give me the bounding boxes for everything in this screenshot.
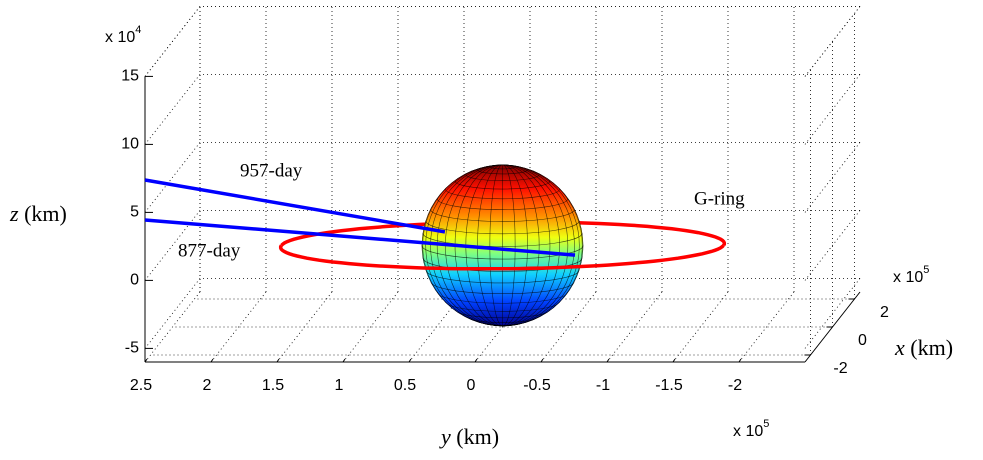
y-tick-label: -1.5 bbox=[655, 377, 683, 394]
z-tick-label: 0 bbox=[130, 272, 139, 289]
trajectory bbox=[144, 178, 446, 234]
axis-var: x bbox=[894, 335, 905, 360]
grid-line bbox=[144, 278, 201, 349]
x-tick-label: 2 bbox=[880, 304, 889, 321]
y-tick-label: -2 bbox=[728, 377, 742, 394]
grid-line bbox=[738, 291, 795, 363]
y-exponent: x 105 bbox=[733, 418, 769, 440]
sphere-mesh bbox=[502, 164, 528, 327]
exponent-power: 4 bbox=[135, 24, 141, 36]
y-tick-label: -0.5 bbox=[523, 377, 551, 394]
tick-mark bbox=[210, 358, 214, 363]
grid-line bbox=[144, 291, 201, 363]
y-tick-label: 2.5 bbox=[130, 377, 152, 394]
axis-unit: (km) bbox=[910, 335, 953, 360]
exponent-base: x 10 bbox=[733, 423, 763, 440]
tick-mark bbox=[276, 358, 280, 363]
y-tick-label: 1.5 bbox=[262, 377, 284, 394]
grid-line bbox=[144, 210, 201, 281]
x-tick-label: -2 bbox=[833, 360, 847, 377]
box-edge bbox=[144, 6, 201, 77]
exponent-base: x 10 bbox=[893, 269, 923, 286]
grid-line bbox=[804, 210, 861, 281]
grid-line bbox=[210, 291, 267, 363]
grid-line bbox=[342, 291, 399, 363]
grid-line bbox=[804, 278, 861, 349]
sphere-mesh bbox=[430, 164, 503, 327]
sphere-mesh bbox=[425, 164, 503, 327]
grid-line bbox=[144, 74, 201, 145]
grid-line bbox=[804, 142, 861, 213]
sphere-mesh bbox=[502, 164, 516, 327]
sphere-mesh bbox=[489, 164, 503, 327]
grid-line bbox=[474, 291, 531, 363]
grid-line bbox=[144, 142, 201, 213]
series-label: G-ring bbox=[694, 188, 745, 209]
tick-mark bbox=[540, 358, 544, 363]
sphere-mesh bbox=[502, 164, 575, 327]
z-exponent: x 104 bbox=[105, 24, 141, 46]
z-tick-label: -5 bbox=[125, 340, 139, 357]
exponent-base: x 10 bbox=[105, 29, 135, 46]
ring bbox=[278, 244, 725, 271]
tick-mark bbox=[738, 358, 742, 363]
grid-line bbox=[606, 291, 663, 363]
axis-var: y bbox=[439, 424, 451, 449]
z-axis-label: z (km) bbox=[9, 201, 67, 226]
series-label: 957-day bbox=[240, 160, 303, 181]
tick-mark bbox=[474, 358, 478, 363]
sphere bbox=[421, 164, 584, 327]
z-tick-label: 10 bbox=[121, 136, 139, 153]
trajectory bbox=[144, 218, 576, 257]
sphere-mesh bbox=[502, 164, 551, 327]
sphere-mesh bbox=[502, 164, 580, 327]
tick-mark bbox=[408, 358, 412, 363]
y-tick-label: -1 bbox=[596, 377, 610, 394]
sphere-mesh bbox=[502, 164, 540, 327]
axis-unit: (km) bbox=[24, 201, 67, 226]
axis-unit: (km) bbox=[456, 424, 499, 449]
z-tick-label: 5 bbox=[130, 204, 139, 221]
y-tick-label: 0.5 bbox=[394, 377, 416, 394]
x-axis-label: x (km) bbox=[894, 335, 953, 360]
tick-mark bbox=[606, 358, 610, 363]
tick-mark bbox=[144, 358, 148, 363]
z-tick-label: 15 bbox=[121, 68, 139, 85]
y-axis-label: y (km) bbox=[439, 424, 499, 449]
series-label: 877-day bbox=[178, 240, 241, 261]
y-tick-label: 1 bbox=[335, 377, 344, 394]
grid-line bbox=[804, 74, 861, 145]
x-exponent: x 105 bbox=[893, 264, 929, 286]
box-edge bbox=[804, 6, 861, 77]
tick-mark bbox=[672, 358, 676, 363]
sphere-mesh bbox=[502, 164, 560, 327]
axis-var: z bbox=[9, 201, 19, 226]
x-tick-label: 0 bbox=[858, 332, 867, 349]
exponent-power: 5 bbox=[923, 264, 929, 276]
tick-mark bbox=[342, 358, 346, 363]
y-tick-label: 0 bbox=[467, 377, 476, 394]
y-tick-label: 2 bbox=[203, 377, 212, 394]
exponent-power: 5 bbox=[763, 418, 769, 430]
sphere-mesh bbox=[502, 164, 569, 327]
